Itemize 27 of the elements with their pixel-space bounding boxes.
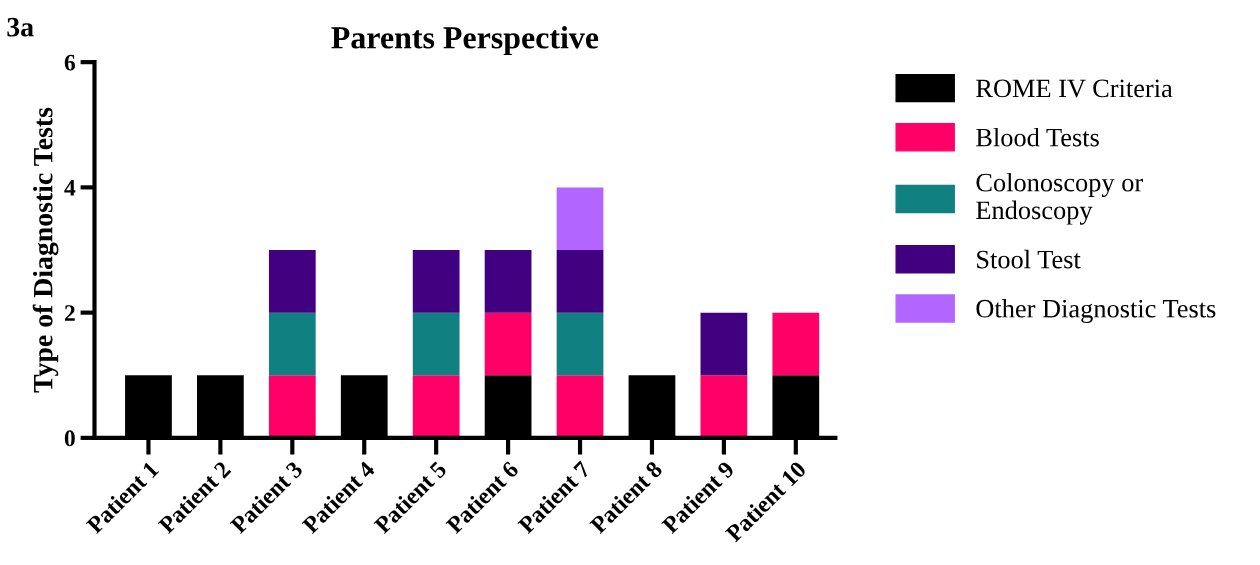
y-axis-title: Type of Diagnostic Tests [32,107,59,393]
legend-label: Colonoscopy or Endoscopy [976,172,1143,225]
bar [556,312,604,376]
y-tick-label: 6 [64,54,76,71]
bar [556,187,604,251]
bar [556,250,604,313]
y-tick-label: 2 [64,305,75,321]
text: 3a [7,17,34,37]
bar [700,375,748,438]
y-tick-label: 4 [64,180,76,196]
legend-label: Other Diagnostic Tests [976,299,1216,324]
legend-label: Stool Test [977,249,1081,269]
bar [268,312,316,376]
y-tick-label: 0 [64,430,75,447]
legend-label: Blood Tests [976,127,1099,147]
bar [412,312,460,376]
bar [700,312,748,376]
bar [412,250,460,313]
chart-title: Parents Perspective [331,26,599,56]
bar [268,250,316,313]
legend-label: ROME IV Criteria [976,79,1173,98]
bar [484,312,532,376]
bar [268,375,316,438]
bar [772,312,820,376]
bar [484,250,532,313]
bar [556,375,604,438]
bar [412,375,460,438]
